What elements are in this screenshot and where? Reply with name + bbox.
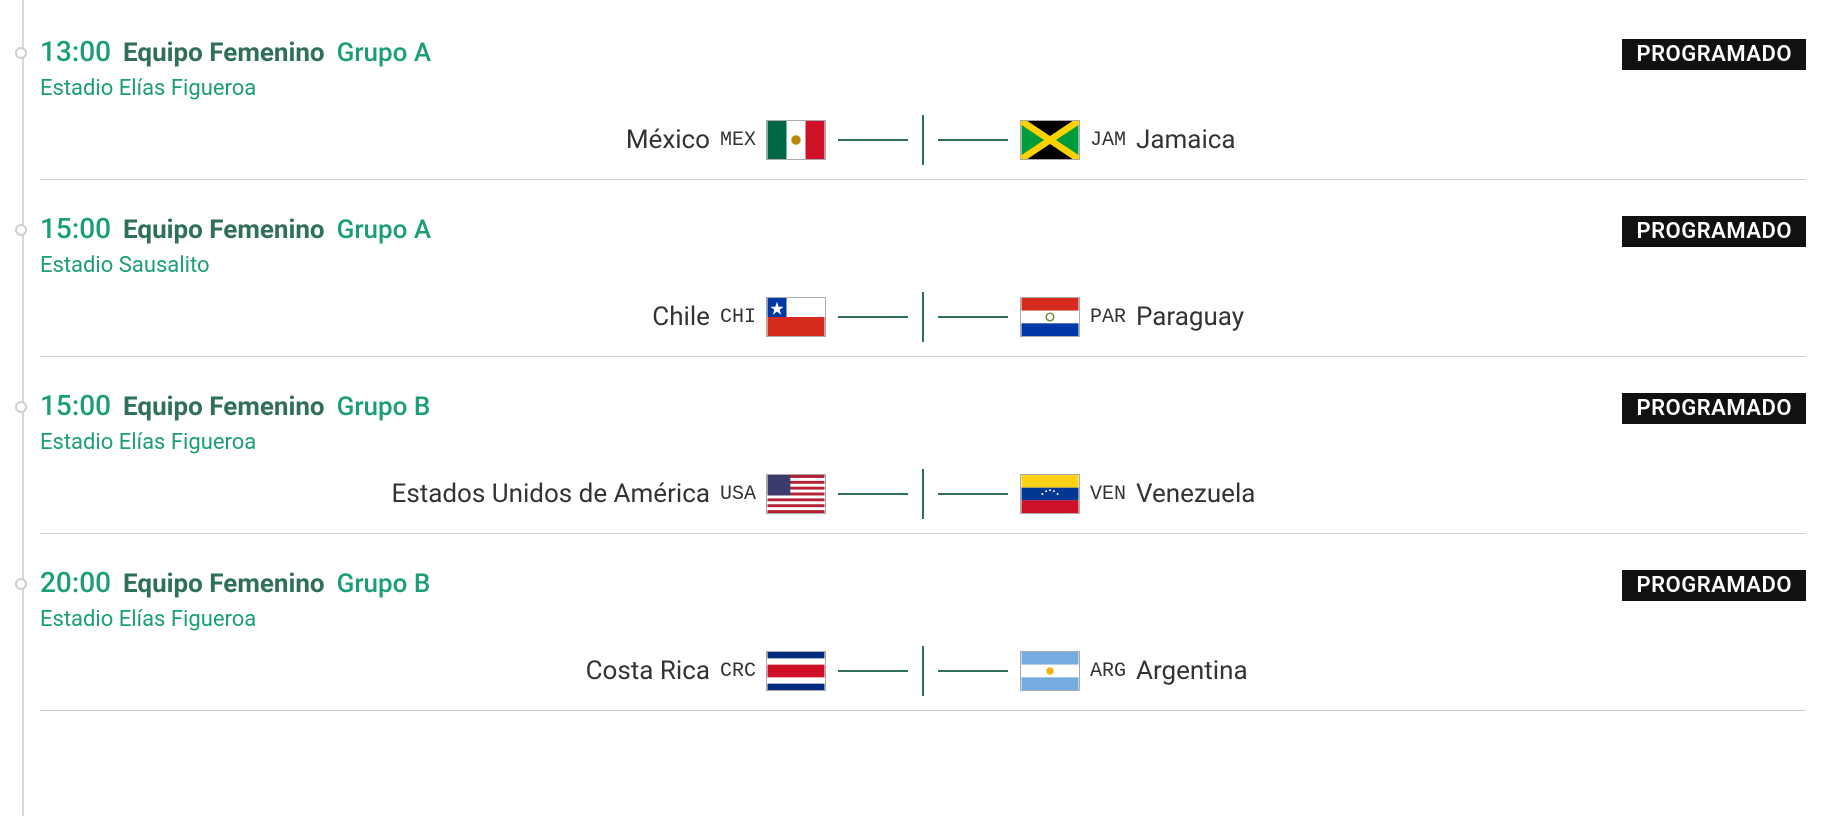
match-group: Grupo B — [337, 392, 431, 422]
match-group: Grupo A — [337, 215, 431, 245]
away-team-code: PAR — [1090, 306, 1126, 329]
dash-left-icon — [838, 139, 908, 141]
match-row[interactable]: 15:00 Equipo Femenino Grupo A PROGRAMADO… — [40, 212, 1806, 357]
dash-left-icon — [838, 316, 908, 318]
away-team-code: JAM — [1090, 129, 1126, 152]
match-venue[interactable]: Estadio Elías Figueroa — [40, 430, 1806, 455]
away-team-code: ARG — [1090, 660, 1126, 683]
away-team-name: Paraguay — [1136, 302, 1244, 332]
match-time: 15:00 — [40, 212, 111, 245]
score-separator — [838, 469, 1008, 519]
timeline-dot-icon — [15, 224, 27, 236]
away-team[interactable]: VEN Venezuela — [1020, 474, 1806, 514]
jamaica-flag-icon — [1020, 120, 1080, 160]
home-team-code: CHI — [720, 306, 756, 329]
dash-right-icon — [938, 139, 1008, 141]
home-team-code: MEX — [720, 129, 756, 152]
home-team[interactable]: Estados Unidos de América USA — [40, 474, 826, 514]
match-category: Equipo Femenino — [123, 215, 325, 245]
away-team-name: Jamaica — [1136, 125, 1236, 155]
dash-right-icon — [938, 316, 1008, 318]
match-list: 13:00 Equipo Femenino Grupo A PROGRAMADO… — [0, 0, 1824, 711]
score-separator — [838, 646, 1008, 696]
home-team[interactable]: Chile CHI — [40, 297, 826, 337]
dash-right-icon — [938, 670, 1008, 672]
vline-icon — [922, 469, 924, 519]
home-team[interactable]: Costa Rica CRC — [40, 651, 826, 691]
match-row[interactable]: 13:00 Equipo Femenino Grupo A PROGRAMADO… — [40, 35, 1806, 180]
dash-right-icon — [938, 493, 1008, 495]
score-separator — [838, 115, 1008, 165]
dash-left-icon — [838, 493, 908, 495]
home-team-name: México — [626, 125, 710, 155]
match-teams: Estados Unidos de América USA — [40, 469, 1806, 519]
status-badge: PROGRAMADO — [1622, 393, 1806, 424]
match-group: Grupo A — [337, 38, 431, 68]
match-venue[interactable]: Estadio Elías Figueroa — [40, 607, 1806, 632]
away-team-code: VEN — [1090, 483, 1126, 506]
status-badge: PROGRAMADO — [1622, 570, 1806, 601]
home-team-name: Chile — [652, 302, 710, 332]
away-team[interactable]: PAR Paraguay — [1020, 297, 1806, 337]
home-team[interactable]: México MEX — [40, 120, 826, 160]
argentina-flag-icon — [1020, 651, 1080, 691]
home-team-name: Estados Unidos de América — [392, 479, 710, 509]
home-team-code: CRC — [720, 660, 756, 683]
match-time: 20:00 — [40, 566, 111, 599]
match-header: 15:00 Equipo Femenino Grupo A PROGRAMADO — [40, 212, 1806, 247]
away-team-name: Argentina — [1136, 656, 1248, 686]
home-team-name: Costa Rica — [586, 656, 710, 686]
away-team[interactable]: ARG Argentina — [1020, 651, 1806, 691]
venezuela-flag-icon — [1020, 474, 1080, 514]
vline-icon — [922, 292, 924, 342]
match-header: 20:00 Equipo Femenino Grupo B PROGRAMADO — [40, 566, 1806, 601]
match-category: Equipo Femenino — [123, 569, 325, 599]
usa-flag-icon — [766, 474, 826, 514]
timeline-dot-icon — [15, 578, 27, 590]
away-team-name: Venezuela — [1136, 479, 1255, 509]
score-separator — [838, 292, 1008, 342]
match-teams: Chile CHI PAR Paraguay — [40, 292, 1806, 342]
vline-icon — [922, 646, 924, 696]
match-teams: México MEX JAM Jamaica — [40, 115, 1806, 165]
match-header: 15:00 Equipo Femenino Grupo B PROGRAMADO — [40, 389, 1806, 424]
mexico-flag-icon — [766, 120, 826, 160]
match-row[interactable]: 20:00 Equipo Femenino Grupo B PROGRAMADO… — [40, 566, 1806, 711]
costa-rica-flag-icon — [766, 651, 826, 691]
match-venue[interactable]: Estadio Sausalito — [40, 253, 1806, 278]
vline-icon — [922, 115, 924, 165]
home-team-code: USA — [720, 483, 756, 506]
match-time: 15:00 — [40, 389, 111, 422]
timeline-dot-icon — [15, 401, 27, 413]
status-badge: PROGRAMADO — [1622, 39, 1806, 70]
status-badge: PROGRAMADO — [1622, 216, 1806, 247]
match-time: 13:00 — [40, 35, 111, 68]
away-team[interactable]: JAM Jamaica — [1020, 120, 1806, 160]
match-venue[interactable]: Estadio Elías Figueroa — [40, 76, 1806, 101]
match-row[interactable]: 15:00 Equipo Femenino Grupo B PROGRAMADO… — [40, 389, 1806, 534]
match-header: 13:00 Equipo Femenino Grupo A PROGRAMADO — [40, 35, 1806, 70]
match-category: Equipo Femenino — [123, 392, 325, 422]
chile-flag-icon — [766, 297, 826, 337]
paraguay-flag-icon — [1020, 297, 1080, 337]
match-category: Equipo Femenino — [123, 38, 325, 68]
dash-left-icon — [838, 670, 908, 672]
timeline-dot-icon — [15, 47, 27, 59]
match-teams: Costa Rica CRC ARG Argentina — [40, 646, 1806, 696]
match-group: Grupo B — [337, 569, 431, 599]
